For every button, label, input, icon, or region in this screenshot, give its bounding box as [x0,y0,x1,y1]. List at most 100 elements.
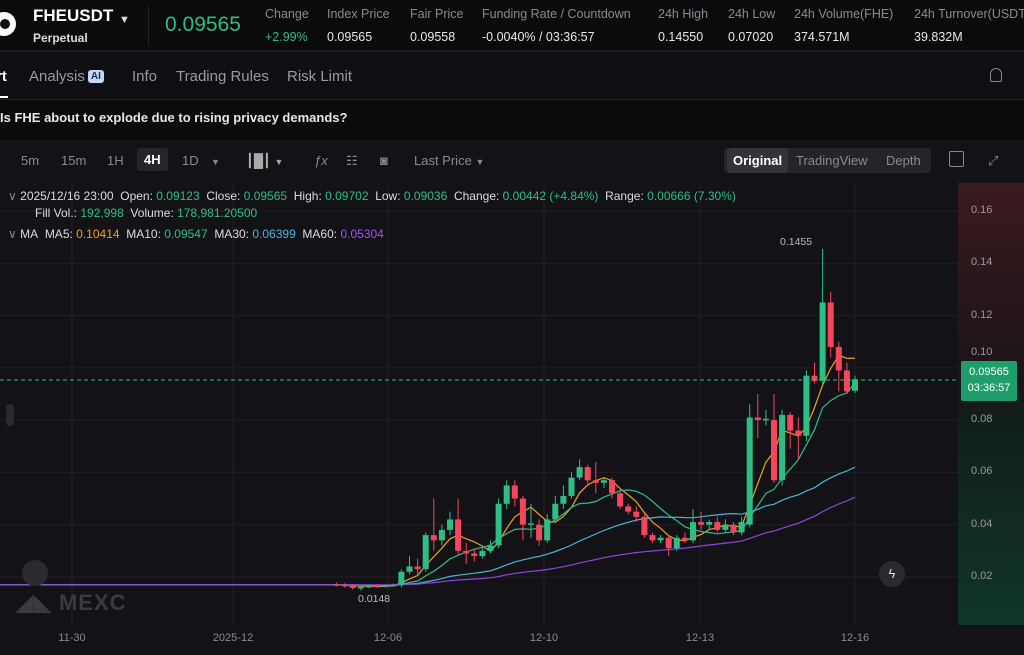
candle-up [819,302,826,381]
fullscreen-icon[interactable]: ⤢ [988,153,999,168]
fhe-logo-icon [0,12,16,36]
candle-up [528,523,534,525]
low-value: 0.09036 [403,189,448,203]
candle-down [519,498,526,525]
lightning-icon[interactable]: ϟ [879,561,905,587]
x-tick: 11-30 [58,632,86,644]
candle-up [568,477,575,496]
interval-1d[interactable]: 1D [182,153,199,168]
price-type-label: Last Price [414,153,472,168]
ticker-header: FHEUSDT Perpetual ▼ 0.09565 Change +2.99%… [0,0,1024,52]
y-tick: 0.08 [971,413,993,426]
stat-24h-volume: 24h Volume(FHE) 374.571M [794,7,893,44]
watermark-text: MEXC [58,590,127,615]
interval-5m[interactable]: 5m [21,153,40,168]
layout-icon[interactable]: ☷ [346,153,358,168]
ma60-value: 0.05304 [340,227,384,241]
tab-analysis[interactable]: Analysis AI [29,68,104,85]
chart-panel [0,140,1024,655]
stat-value: 0.09565 [327,30,373,44]
tab-info[interactable]: Info [132,68,158,85]
volume-label: Volume: [130,206,174,220]
candle-up [438,529,445,541]
candle-up [690,522,696,541]
tab-risk-limit[interactable]: Risk Limit [287,68,353,85]
calendar-icon[interactable] [22,560,48,586]
candle-type-icon[interactable]: ┃█┃ ▼ [246,153,284,168]
candle-up [398,571,405,585]
mexc-watermark: ◢◣ MEXC [16,590,127,615]
active-tab-indicator [0,96,8,98]
sidebar-toggle-handle[interactable] [6,404,14,426]
candle-up [746,417,753,525]
interval-4h[interactable]: 4H [137,148,168,171]
x-tick: 2025-12 [212,632,254,644]
view-original[interactable]: Original [727,148,789,173]
candle-up [479,550,486,557]
symbol-dropdown-icon[interactable]: ▼ [119,14,130,26]
tab-chart[interactable]: rt [0,68,7,85]
ma30-label: MA30: [214,227,250,241]
ma10-line [0,382,856,587]
interval-dropdown-icon[interactable]: ▼ [211,157,220,167]
change-value: 0.00442 (+4.84%) [502,189,599,203]
candle-up [738,522,745,533]
stat-value: 39.832M [914,30,963,44]
candle-down [536,524,543,541]
price-type-dropdown[interactable]: Last Price ▼ [414,153,485,168]
stat-value: -0.0040% / 03:36:57 [482,30,595,44]
collapse-icon[interactable]: ∨ [8,227,17,241]
tab-label: Analysis [29,68,85,85]
bell-icon[interactable] [990,68,1002,82]
candle-down [754,417,761,421]
candle-up [762,418,769,421]
analysis-question-link[interactable]: Is FHE about to explode due to rising pr… [0,110,348,125]
y-tick: 0.04 [971,517,993,530]
stat-value: 0.14550 [658,30,704,44]
interval-1h[interactable]: 1H [107,153,124,168]
low-label: Low: [375,189,401,203]
stat-change: Change +2.99% [265,7,309,44]
stat-value: +2.99% [265,30,308,44]
candle-up [852,379,858,391]
x-tick: 12-16 [840,632,870,644]
candle-down [649,535,656,541]
symbol-name[interactable]: FHEUSDT [33,6,114,25]
ma10-value: 0.09547 [164,227,208,241]
y-tick: 0.14 [971,256,993,269]
stat-label: 24h Volume(FHE) [794,7,894,21]
stat-label: Fair Price [410,7,464,21]
candle-down [714,522,721,530]
candle-down [787,414,794,431]
open-label: Open: [120,189,153,203]
candle-down [414,566,421,570]
fill-vol-label: Fill Vol.: [35,206,78,220]
y-tick: 0.02 [971,569,993,582]
interval-15m[interactable]: 15m [61,153,87,168]
candle-up [422,535,429,570]
view-tradingview[interactable]: TradingView [796,153,868,168]
ai-badge: AI [87,70,104,83]
ma60-line [0,496,856,586]
candle-up [722,524,729,530]
x-tick: 12-06 [373,632,403,644]
camera-icon[interactable]: ◙ [380,153,388,168]
candlestick-chart[interactable] [0,183,1024,625]
candle-down [795,430,802,436]
low-annotation: 0.0148 [358,593,391,605]
candle-down [471,553,478,557]
collapse-icon[interactable]: ∨ [8,189,17,203]
view-depth[interactable]: Depth [886,153,921,168]
stat-24h-low: 24h Low 0.07020 [728,7,775,44]
range-value: 0.00666 (7.30%) [647,189,736,203]
candle-up [673,537,680,549]
stat-value: 0.09558 [410,30,456,44]
panel-layout-icon[interactable] [949,151,964,167]
tab-trading-rules[interactable]: Trading Rules [176,68,269,85]
candle-up [706,522,713,525]
indicator-fx-icon[interactable]: ƒx [314,153,328,168]
stat-fair-price: Fair Price 0.09558 [410,7,463,44]
ma5-value: 0.10414 [76,227,120,241]
y-tick: 0.06 [971,465,993,478]
